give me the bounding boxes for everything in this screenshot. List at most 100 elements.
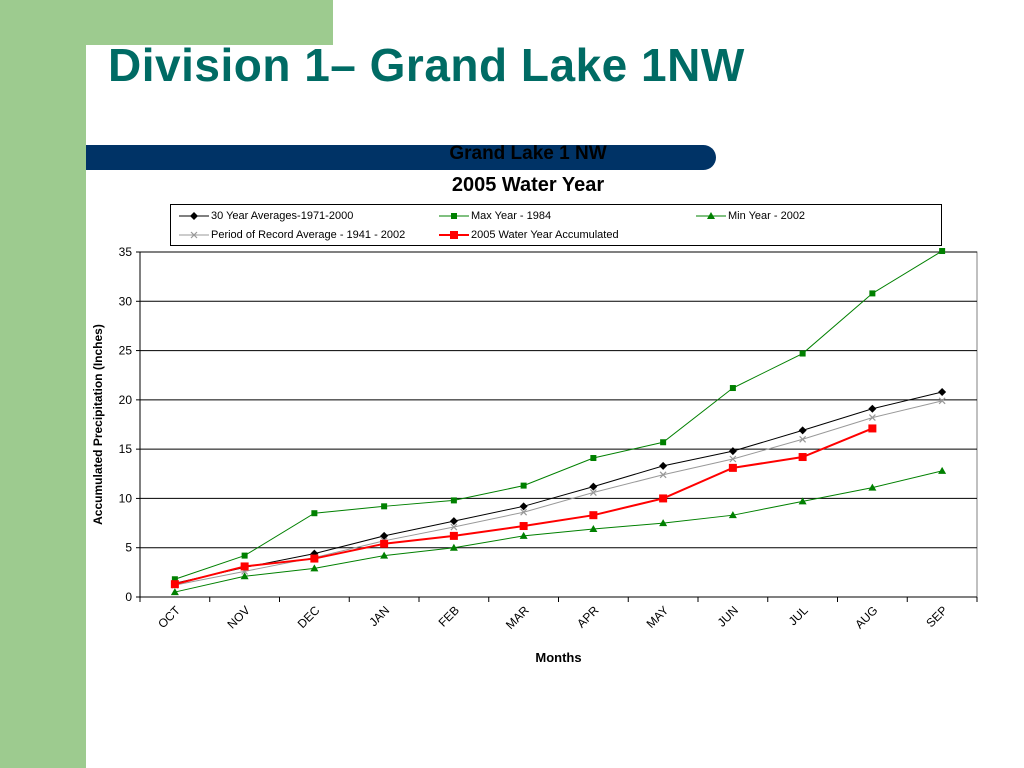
data-point-series-2 <box>310 564 319 572</box>
data-point-series-3 <box>868 414 876 422</box>
data-point-series-1 <box>241 552 248 559</box>
chart-title: Grand Lake 1 NW <box>449 143 607 164</box>
y-tick-label: 30 <box>119 294 133 308</box>
data-point-series-1 <box>311 510 318 517</box>
chart-subtitle: 2005 Water Year <box>451 174 605 196</box>
x-tick-label: MAY <box>644 603 672 631</box>
data-point-series-4 <box>519 522 528 531</box>
data-point-series-4 <box>240 562 249 571</box>
chart-legend: 30 Year Averages-1971-2000 Max Year - 19… <box>170 204 942 246</box>
slide-title: Division 1– Grand Lake 1NW <box>108 39 745 91</box>
data-point-series-0 <box>589 482 598 491</box>
x-tick-label: AUG <box>852 603 880 631</box>
legend-label: Min Year - 2002 <box>728 210 806 222</box>
data-point-series-3 <box>450 523 458 531</box>
data-point-series-3 <box>589 489 597 496</box>
legend-item-por-avg: Period of Record Average - 1941 - 2002 <box>179 227 405 243</box>
data-point-series-4 <box>170 580 179 589</box>
data-point-series-1 <box>729 385 736 392</box>
series-line-0 <box>174 391 943 584</box>
legend-label: Period of Record Average - 1941 - 2002 <box>211 229 406 241</box>
data-point-series-1 <box>939 248 946 255</box>
data-point-series-2 <box>589 524 598 532</box>
data-point-series-0 <box>798 426 807 435</box>
data-point-series-4 <box>449 531 458 540</box>
x-tick-label: JAN <box>366 603 392 629</box>
y-tick-label: 5 <box>125 541 132 555</box>
series-line-2 <box>174 470 943 593</box>
y-axis-title: Accumulated Precipitation (Inches) <box>91 324 105 525</box>
data-point-series-0 <box>519 502 528 511</box>
legend-marker-x-icon <box>179 231 209 239</box>
x-tick-label: SEP <box>923 603 950 630</box>
legend-label: 2005 Water Year Accumulated <box>471 229 619 241</box>
data-point-series-2 <box>240 572 249 580</box>
legend-label: 30 Year Averages-1971-2000 <box>211 210 354 222</box>
data-point-series-0 <box>938 387 947 396</box>
legend-marker-square-icon <box>439 213 469 220</box>
data-point-series-3 <box>520 508 528 516</box>
series-line-1 <box>174 250 943 580</box>
x-tick-label: OCT <box>155 603 183 631</box>
data-point-series-3 <box>659 471 667 479</box>
data-point-series-2 <box>659 519 668 527</box>
legend-marker-triangle-icon <box>696 212 726 220</box>
data-point-series-1 <box>171 576 178 583</box>
data-point-series-2 <box>519 531 528 539</box>
y-tick-label: 0 <box>125 590 132 604</box>
data-point-series-0 <box>728 447 737 456</box>
data-point-series-2 <box>728 511 737 519</box>
data-point-series-1 <box>869 290 876 297</box>
data-point-series-1 <box>799 350 806 357</box>
x-tick-label: NOV <box>224 603 252 631</box>
data-point-series-2 <box>798 497 807 505</box>
legend-marker-bigsquare-icon <box>439 231 469 240</box>
x-tick-label: MAR <box>503 603 532 632</box>
data-point-series-3 <box>799 435 807 443</box>
legend-item-min-year: Min Year - 2002 <box>696 208 805 224</box>
data-point-series-2 <box>449 543 458 551</box>
data-point-series-3 <box>938 397 946 405</box>
legend-item-30yr-avg: 30 Year Averages-1971-2000 <box>179 208 353 224</box>
data-point-series-1 <box>450 497 457 504</box>
y-tick-label: 35 <box>119 245 133 259</box>
legend-marker-diamond-icon <box>179 212 209 221</box>
data-point-series-1 <box>381 503 388 510</box>
data-point-series-2 <box>868 483 877 491</box>
legend-item-max-year: Max Year - 1984 <box>439 208 551 224</box>
x-tick-label: FEB <box>436 603 462 629</box>
data-point-series-0 <box>659 461 668 470</box>
decorative-title-bar <box>86 145 716 170</box>
data-point-series-4 <box>868 424 877 433</box>
data-point-series-3 <box>729 455 737 463</box>
x-tick-label: JUN <box>715 603 741 629</box>
data-point-series-2 <box>170 588 179 596</box>
data-point-series-4 <box>380 539 389 548</box>
data-point-series-0 <box>868 404 877 413</box>
x-axis-title: Months <box>535 650 581 665</box>
data-point-series-4 <box>798 453 807 462</box>
plot-area <box>139 251 978 598</box>
legend-item-2005: 2005 Water Year Accumulated <box>439 227 619 243</box>
data-point-series-1 <box>660 439 667 446</box>
y-tick-label: 20 <box>119 393 133 407</box>
data-point-series-0 <box>449 517 458 526</box>
x-tick-label: JUL <box>786 603 811 628</box>
x-tick-label: DEC <box>295 603 323 631</box>
data-point-series-2 <box>938 466 947 474</box>
data-point-series-2 <box>380 551 389 559</box>
x-tick-label: APR <box>574 603 602 631</box>
data-point-series-4 <box>310 554 319 563</box>
y-tick-label: 15 <box>119 442 133 456</box>
legend-label: Max Year - 1984 <box>471 210 552 222</box>
data-point-series-4 <box>659 494 668 503</box>
data-point-series-0 <box>380 531 389 540</box>
y-tick-label: 25 <box>119 344 133 358</box>
y-tick-label: 10 <box>119 491 133 505</box>
data-point-series-1 <box>520 482 527 489</box>
slide-accent-side <box>0 0 86 768</box>
data-point-series-4 <box>589 511 598 520</box>
data-point-series-4 <box>728 463 737 472</box>
data-point-series-1 <box>590 455 597 462</box>
